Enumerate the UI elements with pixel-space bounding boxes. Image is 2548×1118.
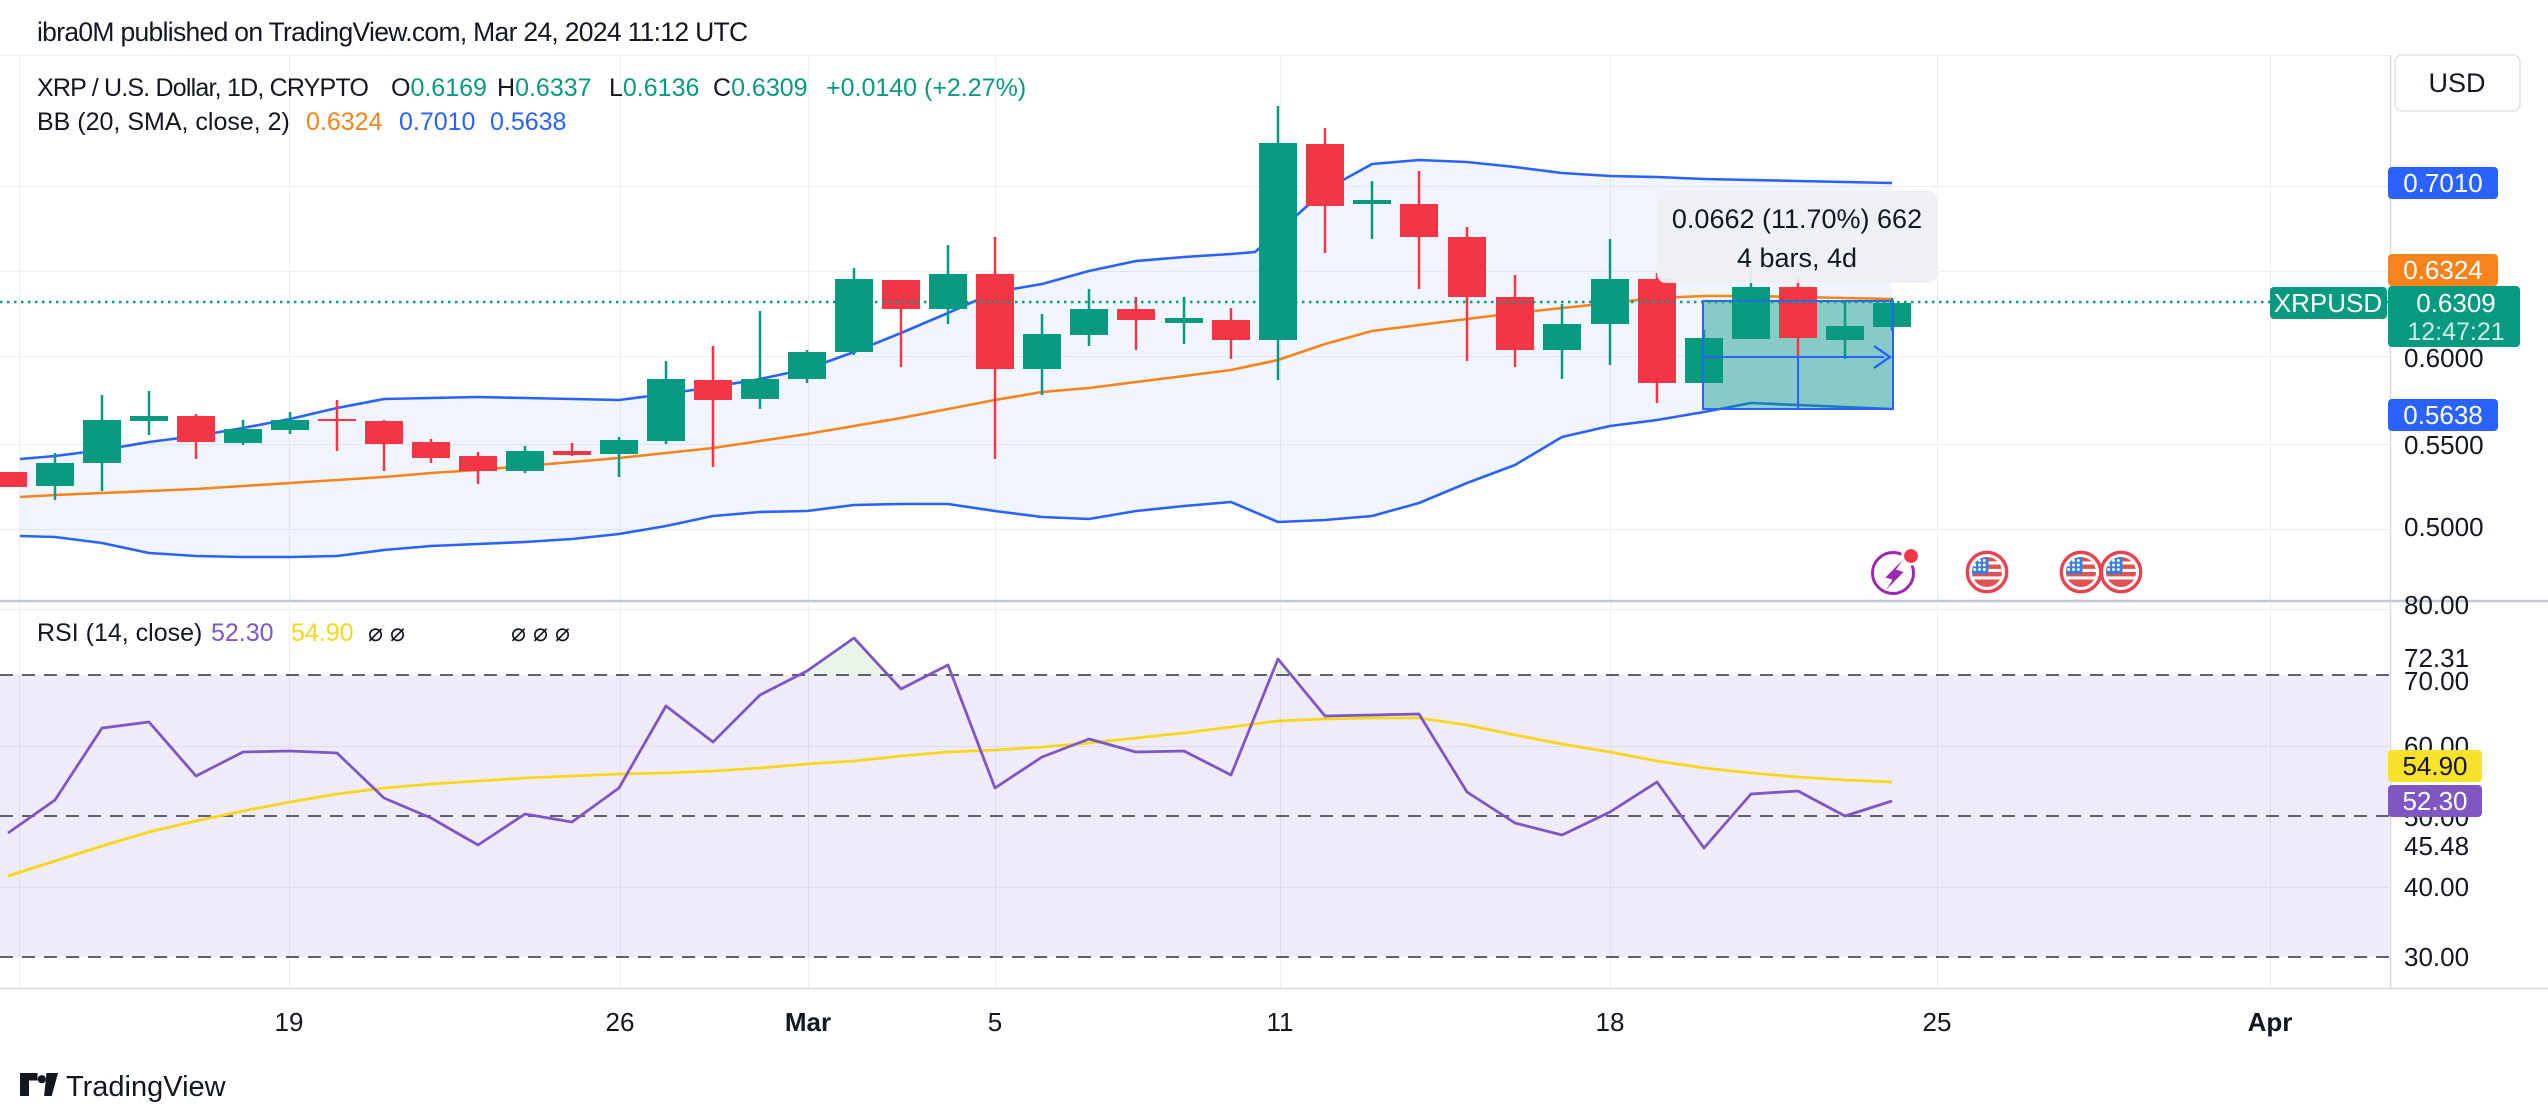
svg-text:0.5500: 0.5500 (2404, 430, 2484, 460)
svg-text:25: 25 (1923, 1007, 1952, 1037)
svg-text:30.00: 30.00 (2404, 942, 2469, 972)
svg-text:USD: USD (2428, 68, 2485, 98)
svg-text:0.6324: 0.6324 (2403, 255, 2483, 285)
svg-text:11: 11 (1267, 1007, 1294, 1037)
svg-text:26: 26 (606, 1007, 635, 1037)
svg-text:0.6000: 0.6000 (2404, 343, 2484, 373)
svg-text:0.5000: 0.5000 (2404, 512, 2484, 542)
svg-text:XRPUSD: XRPUSD (2274, 288, 2382, 318)
svg-text:0.6309: 0.6309 (2416, 288, 2496, 318)
svg-text:12:47:21: 12:47:21 (2407, 318, 2504, 346)
svg-text:H0.6337: H0.6337 (497, 74, 592, 102)
svg-text:L0.6136: L0.6136 (609, 74, 699, 102)
svg-text:40.00: 40.00 (2404, 872, 2469, 902)
svg-text:52.30: 52.30 (2402, 786, 2467, 816)
svg-text:0.0662 (11.70%) 662: 0.0662 (11.70%) 662 (1672, 204, 1922, 234)
svg-text:45.48: 45.48 (2404, 831, 2469, 861)
svg-text:54.90: 54.90 (291, 619, 354, 647)
svg-text:⌀ ⌀ ⌀: ⌀ ⌀ ⌀ (511, 619, 570, 647)
svg-text:C0.6309: C0.6309 (713, 74, 808, 102)
svg-text:ibra0M published on TradingVie: ibra0M published on TradingView.com, Mar… (37, 17, 748, 47)
svg-text:⌀ ⌀: ⌀ ⌀ (368, 619, 405, 647)
svg-text:54.90: 54.90 (2402, 751, 2467, 781)
svg-text:72.31: 72.31 (2404, 643, 2469, 673)
svg-text:5: 5 (988, 1007, 1002, 1037)
svg-text:80.00: 80.00 (2404, 590, 2469, 620)
svg-text:0.5638: 0.5638 (2403, 400, 2483, 430)
svg-text:0.7010: 0.7010 (2403, 168, 2483, 198)
svg-text:BB (20, SMA, close, 2): BB (20, SMA, close, 2) (37, 108, 290, 136)
svg-text:70.00: 70.00 (2404, 666, 2469, 696)
svg-text:O0.6169: O0.6169 (391, 74, 487, 102)
svg-text:0.7010: 0.7010 (399, 108, 475, 136)
svg-text:RSI (14, close): RSI (14, close) (37, 619, 202, 647)
svg-text:0.6324: 0.6324 (306, 108, 383, 136)
svg-text:52.30: 52.30 (211, 619, 274, 647)
svg-text:0.5638: 0.5638 (490, 108, 566, 136)
svg-text:XRP / U.S. Dollar, 1D, CRYPTO: XRP / U.S. Dollar, 1D, CRYPTO (37, 74, 368, 102)
svg-text:19: 19 (275, 1007, 304, 1037)
svg-text:TradingView: TradingView (66, 1071, 227, 1103)
svg-text:18: 18 (1596, 1007, 1625, 1037)
svg-text:Mar: Mar (785, 1007, 831, 1037)
svg-text:+0.0140 (+2.27%): +0.0140 (+2.27%) (826, 74, 1026, 102)
svg-text:Apr: Apr (2248, 1007, 2293, 1037)
svg-text:4 bars, 4d: 4 bars, 4d (1737, 243, 1857, 273)
